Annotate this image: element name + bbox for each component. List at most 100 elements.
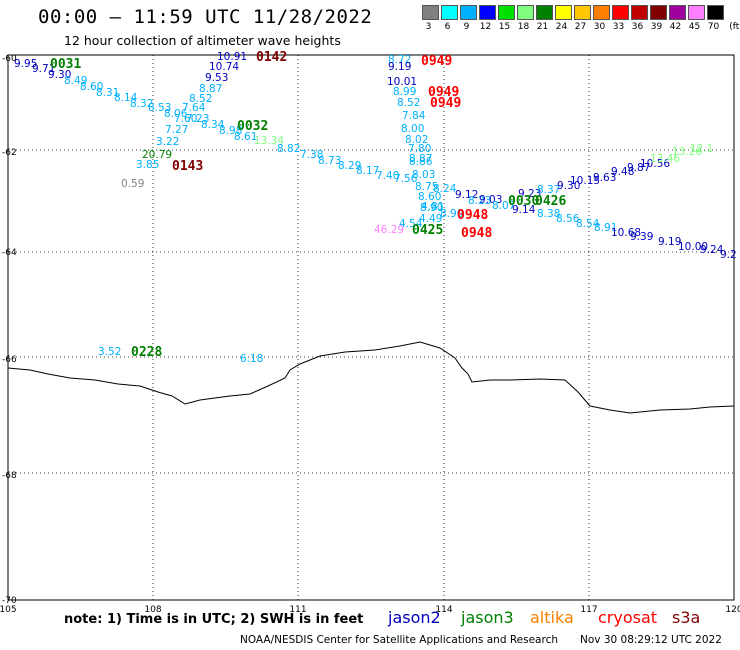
wave-height-label: 10.68 <box>611 227 641 239</box>
map-frame <box>7 54 735 601</box>
legend-swatch <box>441 5 458 20</box>
legend-label: 42 <box>669 22 682 32</box>
pass-time-label: 0032 <box>237 119 268 134</box>
antarctic-coastline <box>7 341 735 414</box>
wave-height-label: 13.26 <box>672 146 702 158</box>
legend-label: 70 <box>707 22 720 32</box>
wave-height-label: 8.60 <box>80 81 103 93</box>
wave-height-label: 8.56 <box>556 213 580 225</box>
wave-height-label: 8.87 <box>409 153 432 165</box>
legend-swatch <box>650 5 667 20</box>
legend-label: 15 <box>498 22 511 32</box>
wave-height-label: 10.74 <box>209 61 239 73</box>
pass-time-label: 0031 <box>50 57 81 72</box>
wave-height-label: 8.87 <box>199 83 222 95</box>
wave-height-label: 8.99 <box>393 86 416 98</box>
wave-height-label: 12.1 <box>690 143 713 155</box>
wave-height-label: 9.19 <box>388 61 411 73</box>
wave-height-label: 7.38 <box>300 149 323 161</box>
wave-height-label: 9.39 <box>630 231 653 243</box>
wave-height-label: 8.06 <box>164 108 188 120</box>
wave-height-label: 3.85 <box>136 159 159 171</box>
wave-height-label: 8.29 <box>338 160 361 172</box>
legend-swatch <box>517 5 534 20</box>
wave-height-label: 7.27 <box>165 124 188 136</box>
map-title: 00:00 — 11:59 UTC 11/28/2022 <box>38 6 373 28</box>
satellite-name-s3a: s3a <box>672 608 701 627</box>
pass-time-label: 0426 <box>535 194 566 209</box>
wave-height-label: 6.18 <box>240 353 263 365</box>
wave-height-label: 9.24 <box>700 244 724 256</box>
wave-height-label: 7.23 <box>186 113 209 125</box>
pass-time-label: 0030 <box>508 194 539 209</box>
wave-height-label: 8.90 <box>420 202 443 214</box>
wave-height-label: 9.14 <box>512 204 536 216</box>
wave-height-label: 9.30 <box>48 69 71 81</box>
wave-height-label: 8.24 <box>433 183 457 195</box>
pass-time-labels: 0031 014200320143094909490949003004260948… <box>50 50 566 360</box>
longitude-tick-label: 120 <box>725 605 740 615</box>
wave-height-label: 9.2 <box>720 249 737 261</box>
legend-label: 45 <box>688 22 701 32</box>
credit-line: NOAA/NESDIS Center for Satellite Applica… <box>240 634 558 646</box>
longitude-tick-label: 105 <box>0 605 17 615</box>
pass-time-label: 0949 <box>421 54 452 69</box>
legend-swatch <box>422 5 439 20</box>
wave-height-label: 8.73 <box>318 155 341 167</box>
wave-height-labels: 9.959.719.308.498.608.318.148.328.538.06… <box>14 51 737 365</box>
latitude-tick-label: -64 <box>2 248 17 258</box>
wave-height-label: 9.23 <box>518 188 541 200</box>
wave-height-label: 46.29 <box>374 224 404 236</box>
wave-height-label: 7.80 <box>408 143 431 155</box>
wave-height-label: 8.98 <box>219 125 242 137</box>
legend-swatch <box>555 5 572 20</box>
wave-height-label: 8.91 <box>594 222 617 234</box>
legend-swatch <box>631 5 648 20</box>
wave-height-label: 20.79 <box>142 149 172 161</box>
pass-time-label: 0425 <box>412 223 443 238</box>
wave-height-label: 8.86 <box>409 156 433 168</box>
pass-time-label: 0948 <box>461 226 492 241</box>
legend-swatch <box>612 5 629 20</box>
wave-height-label: 8.72 <box>388 54 411 66</box>
legend-swatch <box>707 5 724 20</box>
satellite-name-altika: altika <box>530 608 574 627</box>
wave-height-label: 10.01 <box>387 76 417 88</box>
pass-time-label: 0949 <box>430 96 461 111</box>
wave-height-label: 9.19 <box>658 236 681 248</box>
legend-label: 21 <box>536 22 549 32</box>
wave-height-label: 9.95 <box>14 58 37 70</box>
wave-height-label: 9.48 <box>611 166 634 178</box>
wave-height-label: 8.07 <box>492 200 515 212</box>
pass-time-label: 0142 <box>256 50 287 65</box>
wave-height-label: 8.31 <box>96 87 119 99</box>
longitude-axis: 105 108 111 114 117 120 <box>0 605 740 615</box>
wave-height-label: 13.34 <box>254 135 284 147</box>
wave-height-label: 8.49 <box>64 75 87 87</box>
generated-timestamp: Nov 30 08:29:12 UTC 2022 <box>580 634 722 646</box>
wave-height-label: 8.32 <box>130 98 153 110</box>
wave-height-label: 8.34 <box>201 119 225 131</box>
graticule <box>8 55 734 600</box>
wave-height-label: 8.75 <box>415 181 438 193</box>
wave-height-label: 9.87 <box>627 162 650 174</box>
wave-height-label: 8.17 <box>356 165 379 177</box>
wave-height-label: 4.81 <box>421 201 444 213</box>
legend-swatch <box>688 5 705 20</box>
legend-label: 12 <box>479 22 492 32</box>
legend-label: 36 <box>631 22 644 32</box>
wave-height-label: 3.22 <box>156 136 179 148</box>
wave-height-label: 8.52 <box>397 97 420 109</box>
wave-height-label: 9.63 <box>593 172 616 184</box>
wave-height-label: 8.54 <box>576 218 600 230</box>
wave-height-label: 7.60 <box>174 113 197 125</box>
wave-height-label: 0.59 <box>121 178 144 190</box>
legend-label: 39 <box>650 22 663 32</box>
pass-time-label: 0949 <box>428 85 459 100</box>
legend-label: 3 <box>425 22 432 32</box>
wave-height-label: 7.84 <box>402 110 426 122</box>
wave-height-label: 8.60 <box>418 191 441 203</box>
pass-time-label: 0948 <box>457 208 488 223</box>
wave-height-label: 10.91 <box>217 51 247 63</box>
